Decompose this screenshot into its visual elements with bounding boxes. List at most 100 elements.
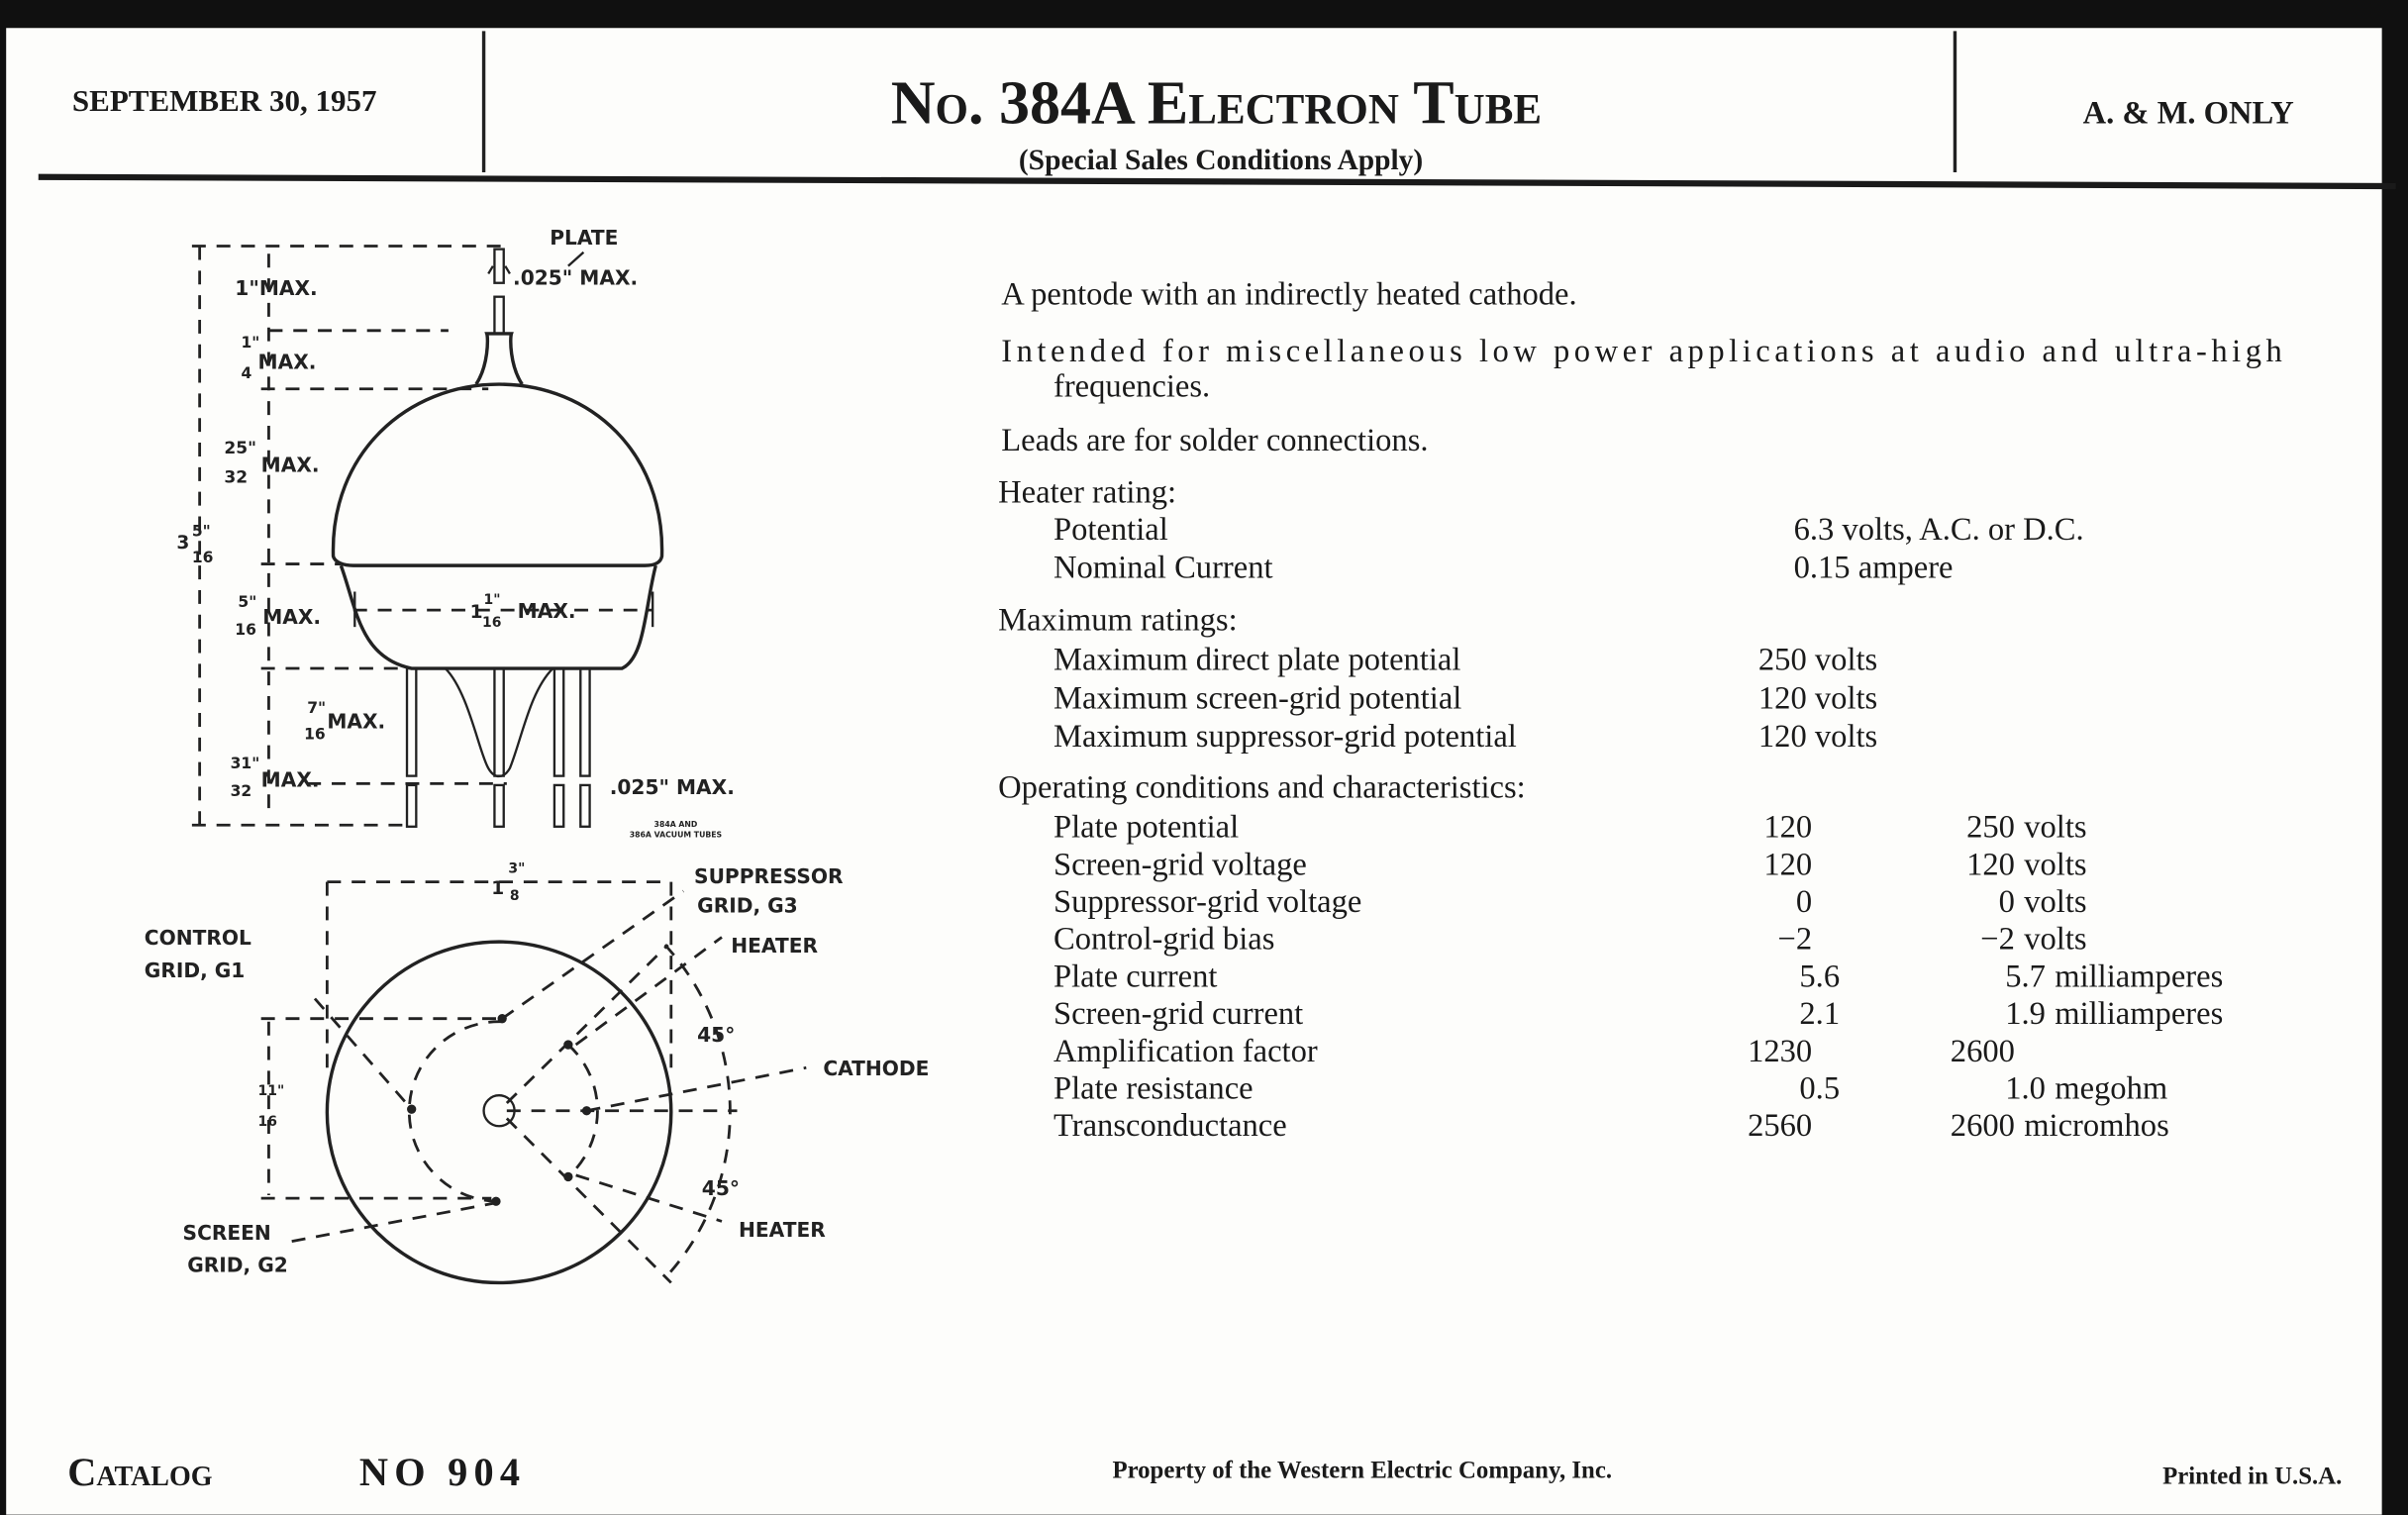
dimension-label: 3: [176, 533, 189, 554]
ownership-note: Property of the Western Electric Company…: [1112, 1457, 1612, 1483]
drawing-caption: 386A VACUUM TUBES: [630, 831, 723, 840]
cathode-label: CATHODE: [823, 1057, 929, 1080]
spec-value: 120 volts: [1758, 719, 1877, 755]
spec-label: Potential: [1054, 512, 1168, 548]
spec-value-condition-2: 120: [1966, 847, 2015, 882]
dimension-label: 16: [258, 1114, 277, 1130]
catalog-label: Catalog: [67, 1450, 213, 1494]
spec-value-condition-1: −2: [1778, 922, 1813, 958]
spec-value-condition-1: 0.5: [1799, 1070, 1840, 1106]
dimension-label: 5": [192, 523, 211, 541]
spec-label: Maximum direct plate potential: [1054, 643, 1460, 678]
section-heading: Operating conditions and characteristics…: [998, 769, 1526, 805]
section-heading: Heater rating:: [998, 475, 1176, 511]
dimension-label: MAX.: [262, 605, 321, 629]
dimension-label: 32: [224, 467, 248, 487]
drawing-caption: 384A AND: [654, 820, 698, 829]
spec-value-condition-2: 250: [1966, 810, 2015, 846]
dimension-label: 16: [482, 615, 501, 631]
spec-value-condition-2: 5.7: [2005, 959, 2046, 994]
dimension-label: 7": [307, 699, 326, 717]
dimension-label: 1: [491, 878, 504, 899]
dimension-label: .025" MAX.: [610, 775, 735, 799]
spec-value: 250 volts: [1758, 643, 1877, 678]
dimension-label: 31": [231, 755, 260, 772]
dimension-label: 1": [242, 334, 260, 352]
spec-value-condition-2: −2: [1980, 922, 2015, 958]
heater-label: HEATER: [731, 934, 818, 958]
dimension-label: 16: [304, 725, 326, 743]
dimension-label: .025" MAX.: [513, 265, 638, 289]
spec-value-condition-1: 120: [1763, 810, 1812, 846]
spec-label: Nominal Current: [1054, 551, 1273, 586]
header-rule: [38, 173, 2396, 190]
dimension-label: 8: [510, 888, 520, 904]
angle-label: 45°: [697, 1023, 735, 1047]
dimension-label: MAX.: [258, 351, 317, 374]
spec-value: 0.15 ampere: [1794, 551, 1954, 586]
footer: Catalog NO 904 Property of the Western E…: [67, 1450, 2342, 1494]
spec-value: 6.3 volts, A.C. or D.C.: [1794, 512, 2084, 548]
section-heading: Maximum ratings:: [998, 602, 1237, 638]
spec-label: Plate resistance: [1054, 1070, 1254, 1106]
spec-value-condition-2: 1.9: [2005, 996, 2046, 1032]
suppressor-grid-label: GRID, G3: [697, 894, 798, 918]
specifications: Heater rating:Potential 6.3 volts, A.C. o…: [998, 475, 2223, 1145]
spec-value-condition-2: 1.0: [2005, 1070, 2046, 1106]
dimension-label: 11": [258, 1083, 285, 1099]
spec-label: Screen-grid voltage: [1054, 847, 1307, 882]
suppressor-grid-label: SUPPRESSOR: [694, 864, 844, 888]
spec-value-condition-1: 0: [1796, 884, 1812, 920]
description-line: Leads are for solder connections.: [1001, 423, 1428, 458]
tube-base-view-drawing: 1 3" 8 11" 16 SUPPRESSOR GRID, G3 HEATER…: [145, 860, 929, 1285]
spec-value-condition-2: 2600: [1951, 1108, 2015, 1144]
spec-unit: megohm: [2055, 1070, 2167, 1106]
description-line: A pentode with an indirectly heated cath…: [1001, 276, 1576, 312]
spec-unit: micromhos: [2024, 1108, 2169, 1144]
card: [6, 28, 2382, 1515]
spec-value-condition-1: 5.6: [1799, 959, 1840, 994]
dimension-label: 1": [484, 592, 501, 608]
spec-value-condition-1: 1230: [1748, 1034, 1812, 1069]
dimension-label: 1: [470, 602, 483, 623]
dimension-label: 4: [242, 364, 252, 382]
description: A pentode with an indirectly heated cath…: [1001, 276, 2282, 457]
printed-note: Printed in U.S.A.: [2162, 1464, 2342, 1490]
spec-label: Plate current: [1054, 959, 1217, 994]
catalog-number: NO 904: [359, 1450, 526, 1494]
dimension-label: MAX.: [261, 767, 320, 791]
dimension-label: 1"MAX.: [235, 276, 317, 300]
spec-label: Transconductance: [1054, 1108, 1287, 1144]
dimension-label: 16: [192, 549, 214, 566]
screen-grid-label: SCREEN: [183, 1221, 271, 1245]
dimension-label: 5": [238, 593, 256, 611]
angle-label: 45°: [702, 1176, 740, 1200]
spec-value-condition-1: 2560: [1748, 1108, 1812, 1144]
spec-value-condition-2: 0: [1999, 884, 2015, 920]
spec-value: 120 volts: [1758, 680, 1877, 716]
dimension-label: MAX.: [327, 710, 385, 734]
spec-label: Suppressor-grid voltage: [1054, 884, 1361, 920]
tube-side-view-drawing: PLATE .025" MAX. 1"MAX. 1" 4 MAX. 25" 32…: [176, 226, 734, 840]
dimension-label: 3": [508, 860, 525, 876]
restriction-note: A. & M. ONLY: [2083, 95, 2294, 131]
header: SEPTEMBER 30, 1957 No. 384A Electron Tub…: [38, 31, 2396, 190]
description-line: Intended for miscellaneous low power app…: [1001, 334, 2282, 369]
spec-value-condition-1: 120: [1763, 847, 1812, 882]
spec-unit: milliamperes: [2055, 959, 2223, 994]
dimension-label: 32: [231, 782, 252, 800]
page-subtitle: (Special Sales Conditions Apply): [1019, 145, 1423, 176]
spec-label: Maximum screen-grid potential: [1054, 680, 1461, 716]
dimension-label: 16: [235, 621, 256, 639]
plate-label: PLATE: [550, 226, 618, 250]
spec-label: Plate potential: [1054, 810, 1239, 846]
dimension-label: MAX.: [518, 599, 576, 623]
spec-value-condition-2: 2600: [1951, 1034, 2015, 1069]
dimension-label: MAX.: [261, 454, 320, 477]
spec-label: Maximum suppressor-grid potential: [1054, 719, 1517, 755]
dimension-label: 25": [224, 439, 256, 458]
spec-value-condition-1: 2.1: [1799, 996, 1840, 1032]
spec-unit: volts: [2024, 847, 2086, 882]
spec-label: Screen-grid current: [1054, 996, 1303, 1032]
